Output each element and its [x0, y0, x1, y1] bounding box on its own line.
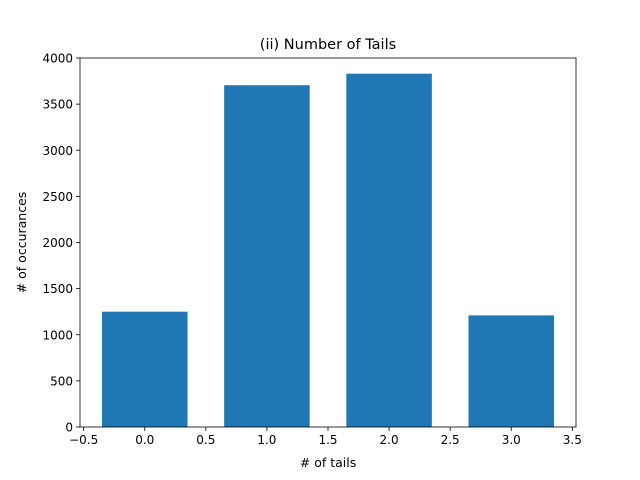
chart-title: (ii) Number of Tails [260, 37, 396, 53]
x-tick-label: 1.5 [318, 433, 337, 447]
y-tick-label: 1000 [42, 328, 73, 342]
x-tick-label: 3.0 [502, 433, 521, 447]
y-tick-label: 3000 [42, 144, 73, 158]
bar-2 [346, 73, 432, 428]
y-tick-label: 3500 [42, 98, 73, 112]
y-tick-label: 4000 [42, 52, 73, 66]
y-tick-label: 500 [50, 374, 73, 388]
x-tick-label: 3.5 [563, 433, 582, 447]
y-axis: 0 500 1000 1500 2000 2500 3000 3500 4000 [42, 52, 80, 435]
bar-0 [101, 311, 188, 427]
y-tick-label: 0 [65, 421, 73, 435]
y-axis-label: # of occurances [14, 192, 29, 294]
x-tick-label: 1.0 [257, 433, 276, 447]
x-tick-label: 0.0 [135, 433, 154, 447]
y-tick-label: 2500 [42, 190, 73, 204]
y-tick-label: 2000 [42, 236, 73, 250]
bar-1 [224, 85, 310, 428]
y-tick-label: 1500 [42, 282, 73, 296]
x-tick-label: 2.0 [380, 433, 399, 447]
x-tick-label: 2.5 [441, 433, 460, 447]
bar-3 [468, 315, 555, 427]
x-tick-label: 0.5 [196, 433, 215, 447]
x-axis: −0.5 0.0 0.5 1.0 1.5 2.0 2.5 3.0 3.5 [69, 427, 582, 447]
bars [101, 73, 555, 428]
x-axis-label: # of tails [300, 455, 357, 470]
x-tick-label: −0.5 [69, 433, 98, 447]
